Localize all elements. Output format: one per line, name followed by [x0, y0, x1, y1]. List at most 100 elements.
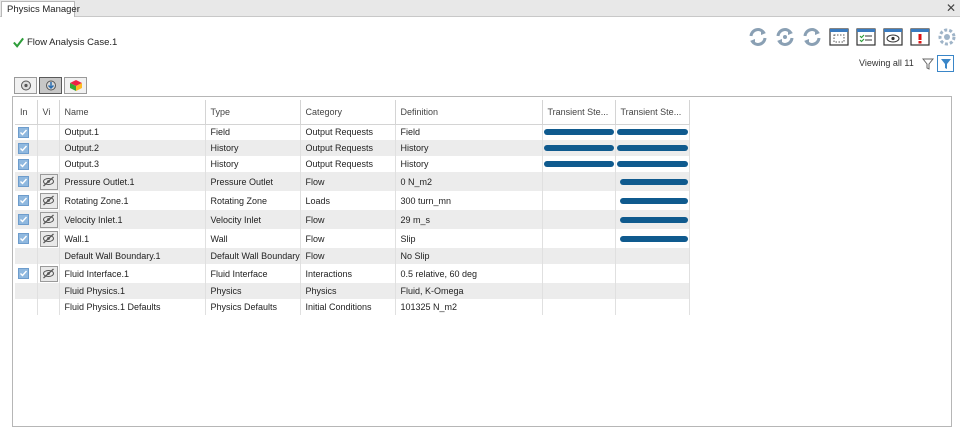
- col-header-name[interactable]: Name: [59, 100, 206, 125]
- table-row[interactable]: Pressure Outlet.1 Pressure Outlet Flow 0 N_…: [15, 172, 690, 191]
- filter-toggle-button[interactable]: [937, 55, 954, 72]
- view-mode-3d-button[interactable]: [64, 77, 87, 94]
- col-header-category[interactable]: Category: [300, 100, 396, 125]
- error-icon[interactable]: [908, 26, 931, 48]
- cell-name: Rotating Zone.1: [59, 191, 206, 210]
- include-checkbox[interactable]: [18, 126, 29, 138]
- physics-table-panel: In Vi Name Type Category Definition Tran…: [12, 96, 952, 427]
- cell-definition: 29 m_s: [395, 210, 543, 229]
- include-checkbox[interactable]: [18, 268, 29, 280]
- cell-transient-1: [542, 156, 616, 172]
- cell-category: Output Requests: [300, 124, 396, 140]
- cell-in: [15, 156, 38, 172]
- cell-definition: 101325 N_m2: [395, 299, 543, 315]
- table-row[interactable]: Output.2 History Output Requests History: [15, 140, 690, 156]
- cell-transient-1: [542, 172, 616, 191]
- cell-category: Output Requests: [300, 156, 396, 172]
- table-row[interactable]: Fluid Physics.1 Defaults Physics Defaults…: [15, 299, 690, 315]
- table-row[interactable]: Velocity Inlet.1 Velocity Inlet Flow 29 m_s: [15, 210, 690, 229]
- hidden-eye-icon[interactable]: [39, 230, 58, 247]
- cell-transient-2: [615, 248, 690, 264]
- case-title-label: Flow Analysis Case.1: [27, 36, 118, 48]
- table-row[interactable]: Default Wall Boundary.1 Default Wall Boun…: [15, 248, 690, 264]
- cell-type: History: [205, 140, 301, 156]
- table-row[interactable]: Wall.1 Wall Flow Slip: [15, 229, 690, 248]
- col-header-definition[interactable]: Definition: [395, 100, 543, 125]
- cell-in: [15, 264, 38, 283]
- hidden-eye-icon[interactable]: [39, 211, 58, 228]
- cell-vi: [37, 191, 60, 210]
- list-check-icon[interactable]: [854, 26, 877, 48]
- cell-category: Flow: [300, 210, 396, 229]
- cell-transient-1: [542, 248, 616, 264]
- transient-step-bar[interactable]: [619, 235, 688, 242]
- cell-transient-2: [615, 172, 690, 191]
- transient-step-bar[interactable]: [616, 145, 688, 151]
- col-header-transient-1[interactable]: Transient Ste...: [542, 100, 616, 125]
- cell-name: Pressure Outlet.1: [59, 172, 206, 191]
- refresh-selected-icon[interactable]: [800, 26, 823, 48]
- cell-vi: [37, 283, 60, 299]
- cell-in: [15, 299, 38, 315]
- cell-in: [15, 124, 38, 140]
- refresh-all-icon[interactable]: [773, 26, 796, 48]
- include-checkbox[interactable]: [18, 176, 29, 188]
- col-header-vi[interactable]: Vi: [37, 100, 60, 125]
- cell-definition: Slip: [395, 229, 543, 248]
- include-checkbox[interactable]: [18, 195, 29, 207]
- col-header-in[interactable]: In: [15, 100, 38, 125]
- include-checkbox[interactable]: [18, 233, 29, 245]
- include-checkbox[interactable]: [18, 214, 29, 226]
- cell-category: Loads: [300, 191, 396, 210]
- filter-icon[interactable]: [922, 58, 934, 70]
- cell-in: [15, 210, 38, 229]
- col-header-type[interactable]: Type: [205, 100, 301, 125]
- table-row[interactable]: Fluid Physics.1 Physics Physics Fluid, K-Om…: [15, 283, 690, 299]
- col-header-transient-2[interactable]: Transient Ste...: [615, 100, 690, 125]
- cell-transient-2: [615, 124, 690, 140]
- cell-in: [15, 229, 38, 248]
- cell-category: Output Requests: [300, 140, 396, 156]
- hidden-eye-icon[interactable]: [39, 265, 58, 282]
- transient-step-bar[interactable]: [616, 161, 688, 167]
- selection-box-icon[interactable]: [827, 26, 850, 48]
- cell-name: Fluid Physics.1: [59, 283, 206, 299]
- view-mode-list-button[interactable]: [39, 77, 62, 94]
- cell-transient-1: [542, 140, 616, 156]
- cell-transient-2: [615, 283, 690, 299]
- table-row[interactable]: Output.3 History Output Requests History: [15, 156, 690, 172]
- transient-step-bar[interactable]: [619, 178, 688, 185]
- transient-step-bar[interactable]: [543, 145, 614, 151]
- transient-step-bar[interactable]: [543, 129, 614, 136]
- table-row[interactable]: Rotating Zone.1 Rotating Zone Loads 300 tur…: [15, 191, 690, 210]
- cell-transient-2: [615, 140, 690, 156]
- close-icon[interactable]: ✕: [945, 1, 956, 15]
- cell-transient-1: [542, 191, 616, 210]
- cell-name: Wall.1: [59, 229, 206, 248]
- refresh-icon[interactable]: [746, 26, 769, 48]
- table-row[interactable]: Fluid Interface.1 Fluid Interface Interact…: [15, 264, 690, 283]
- cell-type: History: [205, 156, 301, 172]
- cell-type: Velocity Inlet: [205, 210, 301, 229]
- view-mode-tree-button[interactable]: [14, 77, 37, 94]
- transient-step-bar[interactable]: [543, 161, 614, 167]
- include-checkbox[interactable]: [18, 142, 29, 154]
- include-checkbox[interactable]: [18, 158, 29, 170]
- gear-tree-icon: [20, 80, 31, 91]
- transient-step-bar[interactable]: [619, 216, 688, 223]
- cell-type: Field: [205, 124, 301, 140]
- table-header-row: In Vi Name Type Category Definition Tran…: [15, 100, 690, 125]
- tab-physics-manager[interactable]: Physics Manager: [1, 1, 80, 17]
- cell-transient-2: [615, 156, 690, 172]
- cube-icon: [69, 80, 82, 91]
- transient-step-bar[interactable]: [616, 129, 688, 136]
- hidden-eye-icon[interactable]: [39, 173, 58, 190]
- settings-gear-icon[interactable]: [935, 26, 958, 48]
- case-title: Flow Analysis Case.1: [12, 35, 117, 49]
- eye-icon[interactable]: [881, 26, 904, 48]
- transient-step-bar[interactable]: [619, 197, 688, 204]
- toolbar: [746, 26, 958, 48]
- cell-definition: 0.5 relative, 60 deg: [395, 264, 543, 283]
- table-row[interactable]: Output.1 Field Output Requests Field: [15, 124, 690, 140]
- hidden-eye-icon[interactable]: [39, 192, 58, 209]
